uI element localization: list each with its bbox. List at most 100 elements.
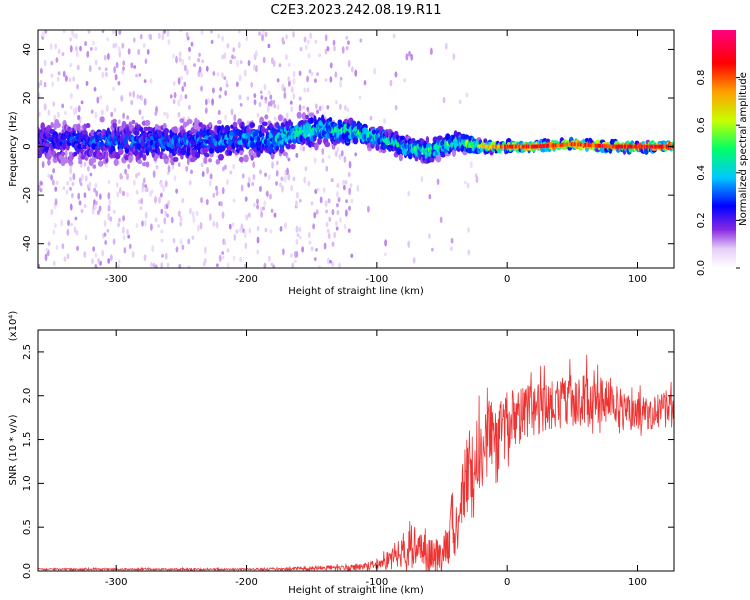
- spectrogram-cell: [136, 94, 140, 100]
- spectrogram-cell: [501, 144, 504, 149]
- spectrogram-cell: [228, 149, 233, 156]
- spectrogram-cell: [652, 144, 654, 149]
- x-tick-label: -300: [105, 577, 128, 588]
- spectrogram-cell: [269, 99, 273, 107]
- spectrogram-cell: [84, 234, 88, 241]
- spectrogram-cell: [49, 43, 53, 50]
- spectrogram-cell: [290, 86, 294, 94]
- spectrogram-cell: [514, 144, 516, 149]
- spectrogram-cell: [60, 219, 64, 227]
- spectrogram-cell: [343, 155, 347, 163]
- spectrogram-cell: [141, 116, 144, 120]
- spectrogram-cell: [71, 181, 75, 186]
- spectrogram-cell: [316, 72, 319, 76]
- spectrogram-cell: [507, 144, 509, 149]
- spectrogram-cell: [137, 159, 143, 165]
- spectrogram-cell: [144, 184, 148, 189]
- spectrogram-cell: [64, 156, 69, 164]
- spectrogram-cell: [86, 50, 90, 58]
- spectrogram-cell: [250, 81, 254, 88]
- spectrogram-cell: [254, 129, 260, 135]
- spectrogram-cell: [619, 144, 622, 149]
- spectrogram-cell: [120, 94, 124, 102]
- spectrogram-cell: [319, 196, 323, 204]
- spectrogram-cell: [656, 144, 658, 149]
- spectrogram-cell: [74, 33, 78, 40]
- spectrogram-cell: [636, 144, 638, 149]
- colorbar-tick-label: 0.2: [696, 212, 707, 228]
- spectrogram-cell: [224, 90, 228, 96]
- spectrogram-cell: [107, 192, 111, 200]
- spectrogram-cell: [143, 126, 149, 132]
- spectrogram-cell: [211, 87, 215, 94]
- spectrogram-cell: [611, 144, 613, 149]
- spectrogram-cell: [221, 54, 225, 60]
- spectrogram-cell: [141, 187, 144, 193]
- spectrogram-cell: [309, 32, 312, 40]
- spectrogram-cell: [191, 211, 195, 218]
- spectrogram-cell: [92, 40, 95, 46]
- spectrogram-cell: [544, 143, 547, 148]
- spectrogram-cell: [157, 224, 161, 228]
- spectrogram-cell: [302, 105, 306, 110]
- spectrogram-cell: [143, 98, 147, 106]
- spectrogram-cell: [616, 144, 618, 149]
- spectrogram-cell: [439, 216, 443, 224]
- spectrogram-cell: [226, 248, 230, 253]
- spectrogram-cell: [324, 48, 328, 55]
- spectrogram-cell: [93, 87, 97, 92]
- spectrogram-cell: [384, 239, 388, 247]
- spectrogram-cell: [283, 175, 287, 183]
- spectrogram-cell: [99, 95, 103, 100]
- spectrogram-cell: [515, 144, 517, 149]
- spectrogram-cell: [89, 47, 93, 51]
- spectrogram-cell: [347, 59, 351, 68]
- spectrogram-cell: [498, 144, 501, 149]
- spectrogram-cell: [117, 222, 120, 227]
- spectrogram-cell: [505, 144, 507, 149]
- spectrogram-cell: [584, 142, 586, 147]
- spectrogram-cell: [659, 144, 661, 149]
- spectrogram-cell: [634, 144, 636, 149]
- spectrogram-cell: [86, 165, 90, 172]
- spectrogram-cell: [546, 143, 549, 148]
- spectrogram-cell: [233, 55, 237, 60]
- spectrogram-cell: [256, 225, 260, 232]
- spectrogram-cell: [510, 144, 512, 149]
- spectrogram-cell: [314, 103, 318, 110]
- spectrogram-cell: [273, 103, 277, 109]
- spectrogram-cell: [66, 180, 70, 186]
- y-tick-label: 2.0: [22, 388, 33, 404]
- spectrogram-cell: [427, 233, 431, 239]
- spectrogram-cell: [154, 264, 158, 268]
- spectrogram-cell: [122, 190, 125, 197]
- spectrogram-cell: [112, 86, 115, 92]
- spectrogram-cell: [251, 181, 255, 187]
- spectrogram-cell: [77, 114, 81, 121]
- spectrogram-cell: [131, 251, 135, 258]
- spectrogram-cell: [126, 228, 129, 235]
- spectrogram-cell: [256, 204, 259, 210]
- spectrogram-cell: [112, 43, 116, 49]
- spectrogram-cell: [511, 144, 513, 149]
- spectrogram-cell: [315, 248, 318, 252]
- spectrogram-cell: [389, 79, 393, 87]
- spectrogram-cell: [444, 42, 448, 50]
- spectrogram-cell: [343, 104, 347, 111]
- spectrogram-cell: [201, 170, 205, 177]
- spectrogram-cell: [41, 161, 45, 169]
- spectrogram-cell: [267, 43, 271, 49]
- spectrogram-cell: [324, 141, 331, 148]
- spectrogram-cell: [484, 144, 486, 149]
- spectrogram-cell: [183, 81, 187, 87]
- spectrogram-cell: [212, 220, 216, 227]
- spectrogram-cell: [554, 143, 556, 148]
- spectrogram-cell: [316, 187, 320, 192]
- spectrogram-cell: [54, 186, 58, 192]
- spectrogram-cell: [164, 180, 168, 188]
- spectrogram-cell: [557, 143, 559, 148]
- spectrogram-cell: [94, 252, 98, 258]
- spectrogram-cell: [335, 220, 338, 227]
- spectrogram-cell: [186, 118, 193, 125]
- spectrogram-cell: [482, 144, 484, 149]
